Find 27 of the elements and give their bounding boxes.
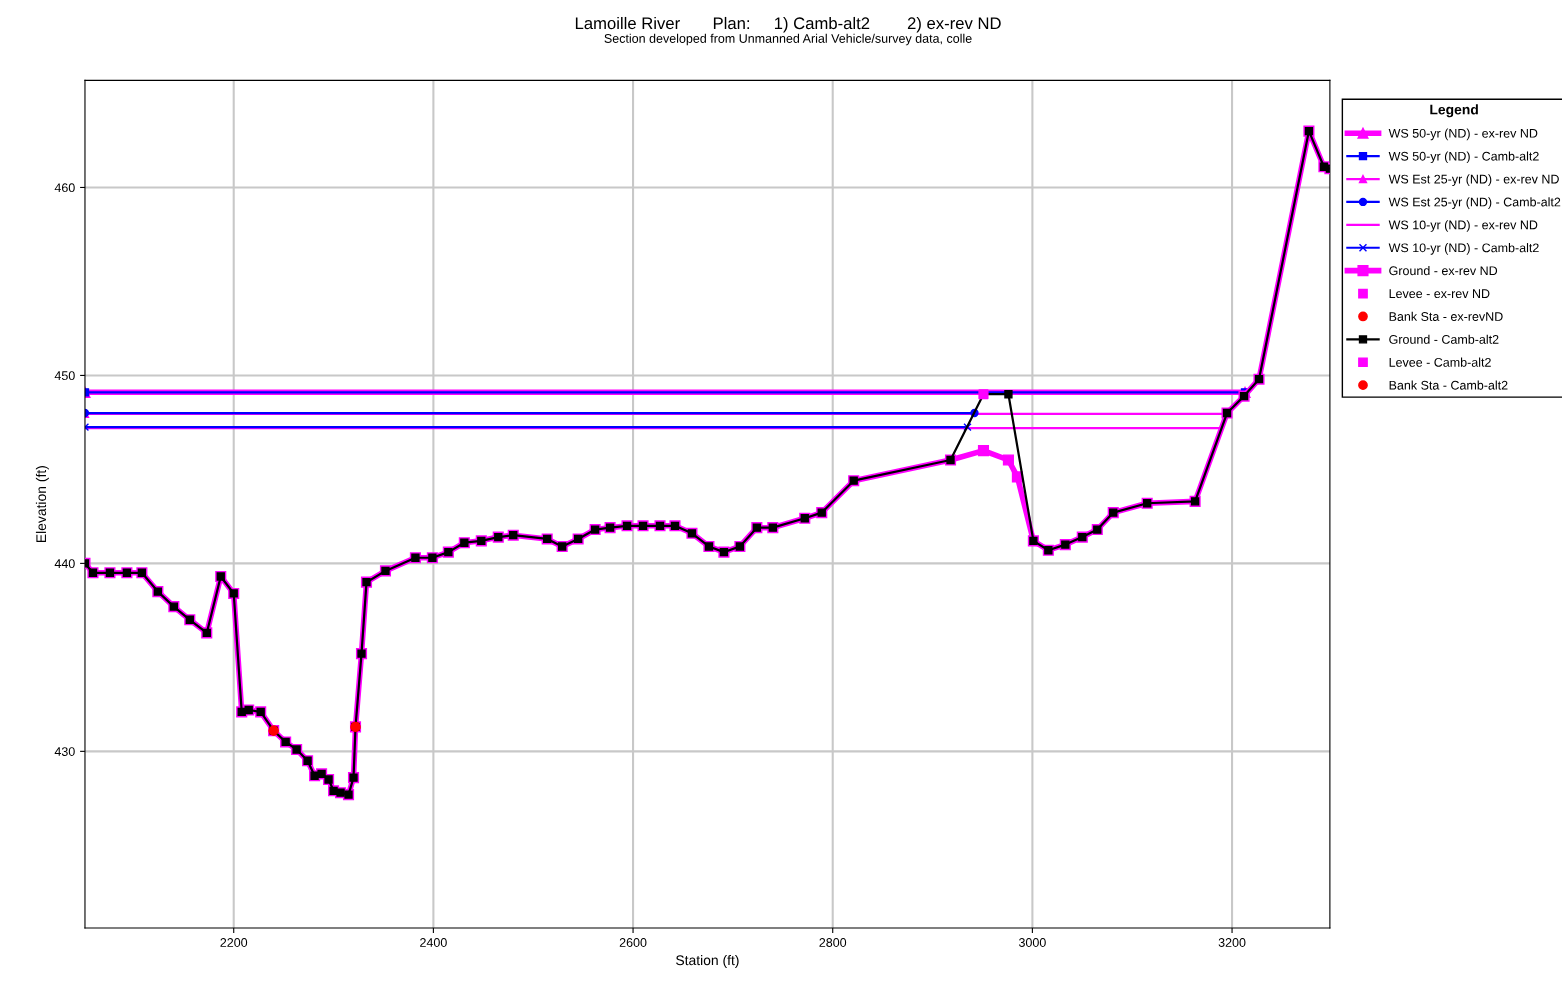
legend-label: WS 10-yr (ND) - Camb-alt2 xyxy=(1388,243,1539,255)
legend-label: Ground - Camb-alt2 xyxy=(1389,334,1499,344)
y-axis-title: Elevation (ft) xyxy=(35,466,49,543)
legend-label: Ground - ex-rev ND xyxy=(1389,265,1498,276)
legend-label: Bank Sta - Camb-alt2 xyxy=(1389,380,1508,390)
legend-label: WS 50-yr (ND) - Camb-alt2 xyxy=(1388,151,1539,164)
legend-label: Levee - Camb-alt2 xyxy=(1389,357,1491,367)
y-tick-label: 430 xyxy=(54,747,75,756)
y-tick-label: 450 xyxy=(54,371,75,381)
x-tick-label: 2400 xyxy=(420,938,447,947)
x-tick-label: 3200 xyxy=(1218,938,1246,947)
chart-title: Lamoille River Plan: 1) Camb-alt2 2) ex-rev ND xyxy=(575,16,1001,33)
x-tick-label: 3000 xyxy=(1018,938,1046,947)
legend-label: WS 50-yr (ND) - ex-rev ND xyxy=(1388,128,1538,141)
x-tick-label: 2200 xyxy=(220,938,248,947)
legend-label: Bank Sta - ex-revND xyxy=(1389,311,1503,321)
chart-subtitle: Section developed from Unmanned Arial Vehicle/survey data, colle xyxy=(604,33,972,46)
legend-label: WS Est 25-yr (ND) - Camb-alt2 xyxy=(1388,197,1561,209)
legend-title: Legend xyxy=(1430,104,1478,118)
y-tick-label: 440 xyxy=(54,559,75,569)
legend-label: WS Est 25-yr (ND) - ex-rev ND xyxy=(1388,174,1559,186)
legend-label: Levee - ex-rev ND xyxy=(1389,289,1490,299)
legend-label: WS 10-yr (ND) - ex-rev ND xyxy=(1388,220,1538,232)
x-tick-label: 2600 xyxy=(619,938,647,947)
y-tick-label: 460 xyxy=(54,183,75,193)
x-tick-label: 2800 xyxy=(819,938,847,947)
x-axis-title: Station (ft) xyxy=(676,954,739,968)
